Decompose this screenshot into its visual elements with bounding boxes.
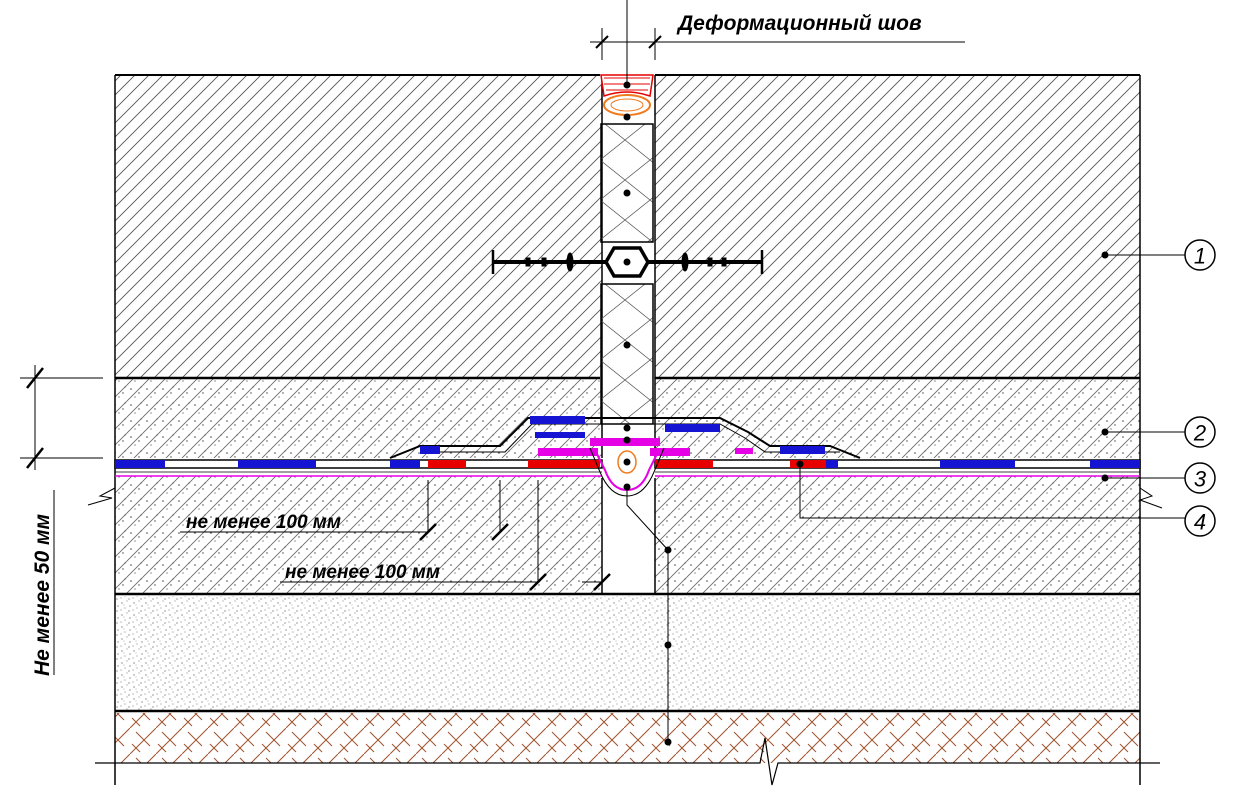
overlap-label-bottom: не менее 100 мм [285, 562, 440, 583]
screed-layer [115, 378, 1140, 458]
diagram-title: Деформационный шов [676, 12, 922, 35]
callout-1-number: 1 [1194, 244, 1206, 269]
overlap-dimension-marks [419, 523, 611, 591]
soil-layer [115, 713, 1140, 763]
callout-4-number: 4 [1194, 510, 1206, 535]
thickness-label: Не менее 50 мм [31, 514, 54, 676]
thickness-dimension [20, 365, 103, 675]
callout-2-number: 2 [1193, 421, 1206, 446]
callout-1: 1 [1184, 239, 1216, 271]
callout-3-number: 3 [1194, 467, 1207, 492]
joint-filler-panels [600, 123, 654, 425]
sand-layer [115, 596, 1140, 710]
base-concrete-layer [115, 476, 1140, 594]
callout-4: 4 [1184, 505, 1216, 537]
callout-2: 2 [1184, 416, 1216, 448]
callout-3: 3 [1184, 462, 1216, 494]
concrete-slab [115, 75, 1140, 378]
joint-width-dimension [590, 28, 965, 60]
overlap-label-top: не менее 100 мм [186, 512, 341, 533]
leader-dots [623, 81, 1109, 746]
waterproofing-membrane [114, 416, 1141, 497]
